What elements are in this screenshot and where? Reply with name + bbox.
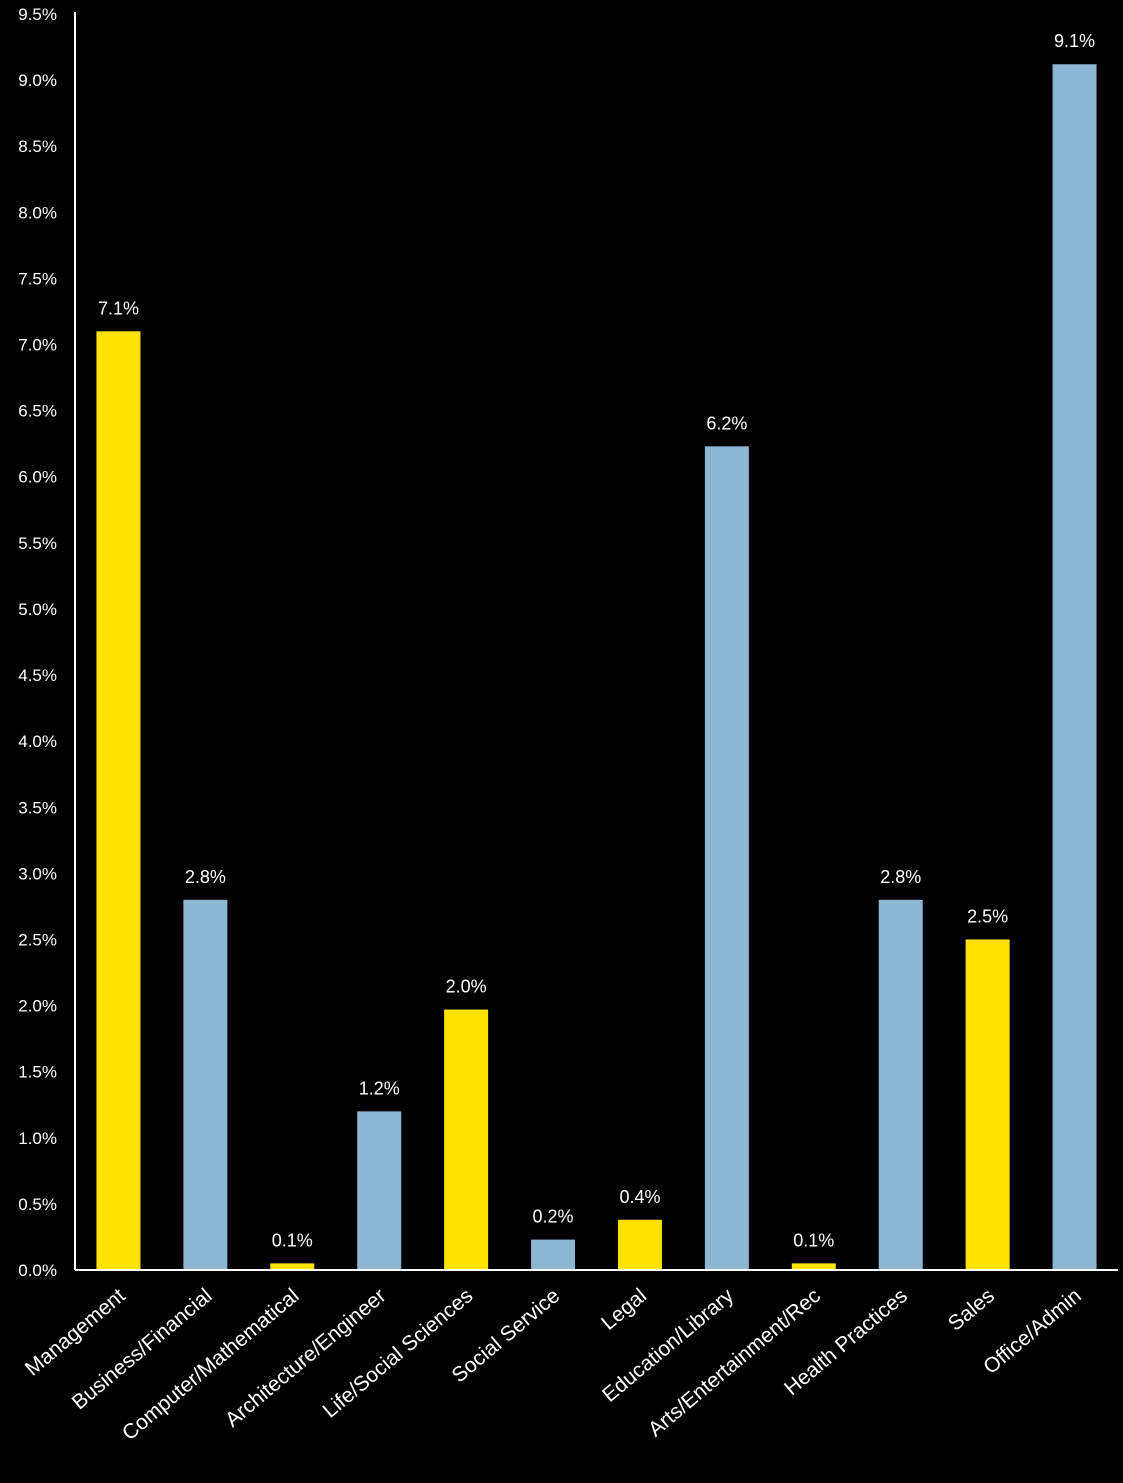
y-tick-label: 9.5%: [18, 5, 57, 24]
y-tick-label: 3.0%: [18, 864, 57, 883]
bar: [444, 1009, 489, 1270]
x-category-label: Architecture/Engineer: [221, 1284, 390, 1431]
x-category-label: Arts/Entertainment/Rec: [644, 1284, 825, 1441]
y-tick-label: 4.5%: [18, 666, 57, 685]
x-category-label: Computer/Mathematical: [118, 1284, 304, 1445]
y-tick-label: 3.5%: [18, 798, 57, 817]
x-category-label: Legal: [597, 1284, 651, 1335]
data-label: 6.2%: [706, 413, 747, 433]
bar: [357, 1111, 402, 1270]
x-category-label: Business/Financial: [68, 1284, 217, 1414]
y-tick-label: 0.0%: [18, 1261, 57, 1280]
bars: [96, 64, 1097, 1271]
y-tick-label: 4.0%: [18, 732, 57, 751]
y-tick-label: 6.0%: [18, 468, 57, 487]
data-label: 2.0%: [446, 977, 487, 997]
y-tick-label: 8.0%: [18, 203, 57, 222]
y-tick-label: 1.0%: [18, 1129, 57, 1148]
data-label: 2.5%: [967, 906, 1008, 926]
data-label: 0.1%: [272, 1230, 313, 1250]
bar: [965, 939, 1010, 1270]
x-category-label: Life/Social Sciences: [319, 1284, 478, 1422]
bar: [878, 899, 923, 1270]
y-tick-label: 1.5%: [18, 1063, 57, 1082]
data-label: 0.4%: [619, 1187, 660, 1207]
x-axis-category-labels: ManagementBusiness/FinancialComputer/Mat…: [21, 1284, 1086, 1445]
bar: [791, 1263, 836, 1270]
bar: [1052, 64, 1097, 1271]
data-label: 1.2%: [359, 1078, 400, 1098]
data-label: 9.1%: [1054, 31, 1095, 51]
y-tick-label: 8.5%: [18, 137, 57, 156]
bar: [704, 446, 749, 1270]
y-tick-label: 5.5%: [18, 534, 57, 553]
data-label: 2.8%: [185, 867, 226, 887]
x-category-label: Sales: [944, 1284, 999, 1335]
y-tick-label: 6.5%: [18, 402, 57, 421]
bar: [531, 1239, 576, 1270]
data-label: 7.1%: [98, 298, 139, 318]
bar: [183, 899, 228, 1270]
bar: [270, 1263, 315, 1270]
y-tick-label: 7.5%: [18, 269, 57, 288]
y-tick-label: 9.0%: [18, 71, 57, 90]
y-tick-label: 7.0%: [18, 336, 57, 355]
y-axis-tick-labels: 0.0% 0.5% 1.0% 1.5% 2.0% 2.5% 3.0% 3.5% 4.0% 4.5%…: [18, 5, 57, 1280]
data-label: 2.8%: [880, 867, 921, 887]
data-label: 0.2%: [533, 1207, 574, 1227]
y-tick-label: 5.0%: [18, 600, 57, 619]
data-label: 0.1%: [793, 1230, 834, 1250]
y-tick-label: 0.5%: [18, 1195, 57, 1214]
data-labels: 7.1% 2.8% 0.1% 1.2% 2.0% 0.2% 0.4% 6.2% 0.1% 2.8%…: [98, 31, 1095, 1250]
y-tick-label: 2.5%: [18, 930, 57, 949]
bar: [617, 1219, 662, 1270]
bar: [96, 331, 141, 1270]
y-tick-label: 2.0%: [18, 997, 57, 1016]
